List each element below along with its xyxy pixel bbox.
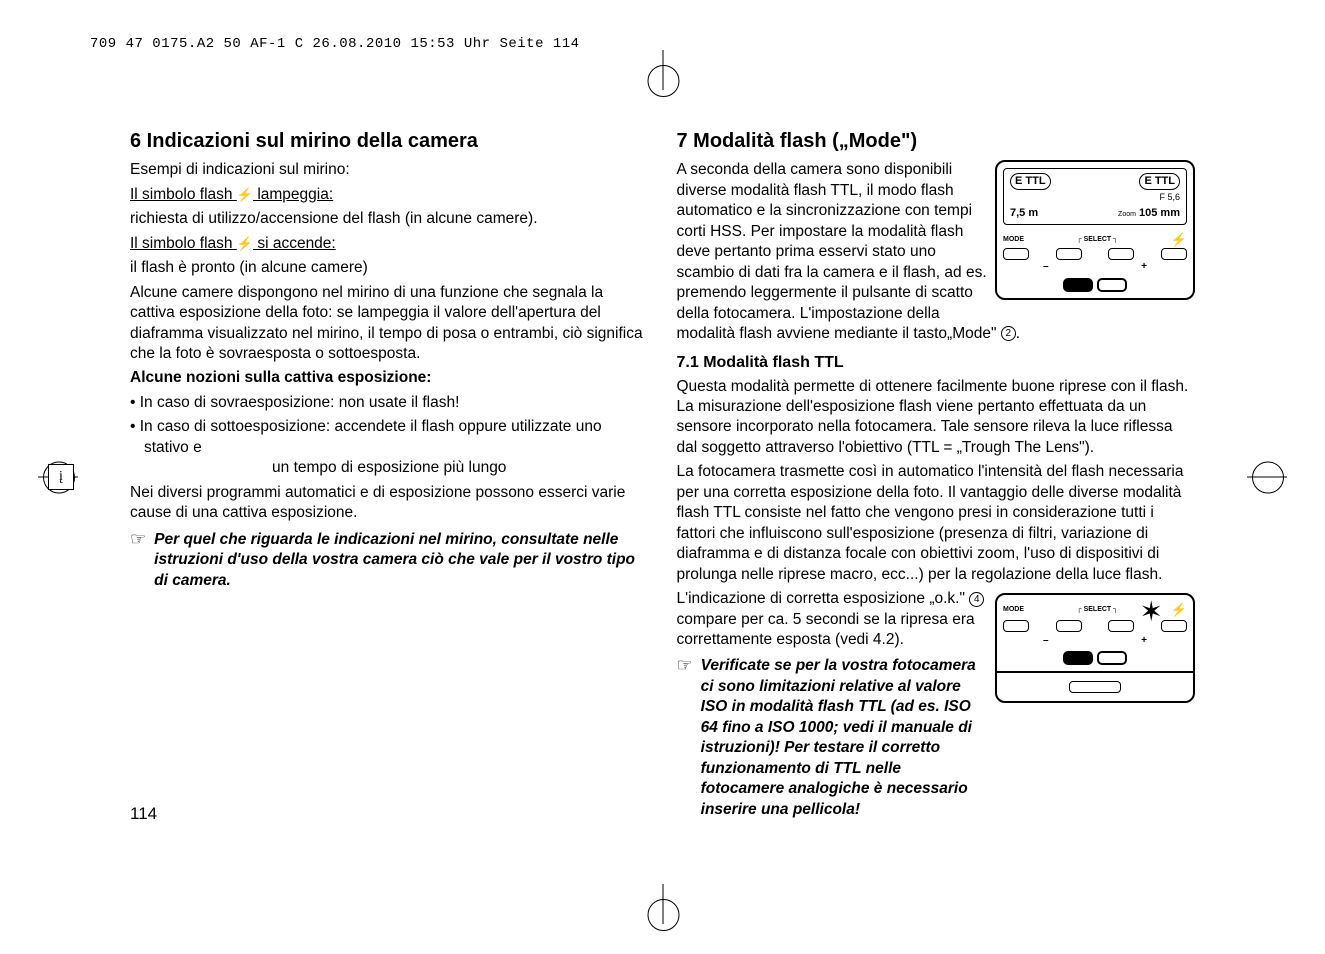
body-text: richiesta di utilizzo/accensione del fla…: [130, 209, 649, 229]
body-text: Esempi di indicazioni sul mirino:: [130, 160, 649, 180]
mode-button: [1003, 620, 1029, 632]
body-text-span: L'indicazione di corretta esposizione „o…: [677, 590, 970, 607]
note-text: Verificate se per la vostra fotocamera c…: [701, 656, 987, 820]
note-block: ☞ Per quel che riguarda le indicazioni n…: [130, 530, 649, 591]
select-plus-button: [1108, 620, 1134, 632]
language-indicator: į: [48, 464, 74, 490]
crop-mark-right: [1247, 477, 1287, 478]
power-button: [1097, 278, 1127, 292]
power-button: [1097, 651, 1127, 665]
lcd-distance: 7,5 m: [1010, 206, 1038, 221]
body-text-span: compare per ca. 5 secondi se la ripresa …: [677, 611, 975, 648]
flash-icon: ⚡: [1171, 601, 1187, 618]
print-header: 709 47 0175.A2 50 AF-1 C 26.08.2010 15:5…: [90, 36, 580, 52]
pointer-icon: ☞: [677, 656, 693, 820]
plus-label: +: [1141, 260, 1147, 273]
underline-text: Il simbolo flash: [130, 186, 237, 203]
flash-icon: ⚡: [237, 236, 253, 251]
select-label: SELECT: [1084, 606, 1112, 613]
flash-icon: ⚡: [237, 187, 253, 202]
body-text-span: A seconda della camera sono disponibili …: [677, 161, 1001, 342]
note-block: ☞ Verificate se per la vostra fotocamera…: [677, 656, 988, 820]
lcd-f-value: F 5,6: [1010, 192, 1180, 204]
minus-label: –: [1043, 260, 1049, 273]
crop-mark-bottom: [662, 884, 663, 924]
lcd-screen: E TTL E TTL F 5,6 7,5 m Zoom 105 mm: [1003, 168, 1187, 225]
bullet-item: • In caso di sovraesposizione: non usate…: [130, 393, 649, 413]
underline-text: Il simbolo flash: [130, 235, 237, 252]
underline-text: si accende:: [253, 235, 336, 252]
flash-unit-diagram: ✶ MODE ┌ SELECT ┐ ⚡ – +: [995, 593, 1195, 703]
select-plus-button: [1108, 248, 1134, 260]
flash-lcd-diagram: E TTL E TTL F 5,6 7,5 m Zoom 105 mm MODE…: [995, 160, 1195, 299]
lcd-zoom-label: Zoom: [1118, 211, 1136, 218]
minus-label: –: [1043, 634, 1049, 647]
body-text: Questa modalità permette di ottenere fac…: [677, 377, 1196, 459]
select-minus-button: [1056, 248, 1082, 260]
mode-button: [1003, 248, 1029, 260]
body-text: Il simbolo flash ⚡ lampeggia:: [130, 185, 649, 205]
lcd-zoom-value: 105 mm: [1139, 207, 1180, 219]
lock-button: [1063, 651, 1093, 665]
circled-4: 4: [969, 592, 984, 607]
button-labels: MODE ┌ SELECT ┐ ⚡: [1003, 231, 1187, 248]
flash-foot: [997, 671, 1193, 701]
flash-button: [1161, 248, 1187, 260]
ettl-badge: E TTL: [1010, 173, 1051, 190]
mode-label: MODE: [1003, 605, 1024, 614]
bullet-text-cont: un tempo di esposizione più lungo: [144, 458, 649, 478]
plus-label: +: [1141, 634, 1147, 647]
body-text: Il simbolo flash ⚡ si accende:: [130, 234, 649, 254]
crop-mark-top: [662, 50, 663, 90]
right-column: 7 Modalità flash („Mode") E TTL E TTL F …: [677, 128, 1196, 820]
underline-text: lampeggia:: [253, 186, 333, 203]
body-text: Alcune camere dispongono nel mirino di u…: [130, 283, 649, 365]
mode-label: MODE: [1003, 235, 1024, 244]
bullet-text: • In caso di sottoesposizione: accendete…: [130, 418, 602, 455]
flash-icon: ⚡: [1171, 231, 1187, 248]
section-7-heading: 7 Modalità flash („Mode"): [677, 128, 1196, 154]
page-content: 6 Indicazioni sul mirino della camera Es…: [130, 128, 1195, 820]
left-column: 6 Indicazioni sul mirino della camera Es…: [130, 128, 649, 820]
body-text: Nei diversi programmi automatici e di es…: [130, 483, 649, 524]
section-7-1-heading: 7.1 Modalità flash TTL: [677, 352, 1196, 373]
bullet-item: • In caso di sottoesposizione: accendete…: [130, 417, 649, 478]
lock-button: [1063, 278, 1093, 292]
flash-button: [1161, 620, 1187, 632]
ettl-badge: E TTL: [1139, 173, 1180, 190]
body-text: il flash è pronto (in alcune camere): [130, 258, 649, 278]
circled-2: 2: [1001, 326, 1016, 341]
select-minus-button: [1056, 620, 1082, 632]
burst-icon: ✶: [1140, 601, 1163, 623]
select-label: SELECT: [1084, 236, 1112, 243]
section-6-heading: 6 Indicazioni sul mirino della camera: [130, 128, 649, 154]
body-text: La fotocamera trasmette così in automati…: [677, 462, 1196, 585]
page-number: 114: [130, 804, 157, 824]
pointer-icon: ☞: [130, 530, 146, 591]
note-text: Per quel che riguarda le indicazioni nel…: [154, 530, 648, 591]
bold-subheading: Alcune nozioni sulla cattiva esposizione…: [130, 368, 649, 388]
